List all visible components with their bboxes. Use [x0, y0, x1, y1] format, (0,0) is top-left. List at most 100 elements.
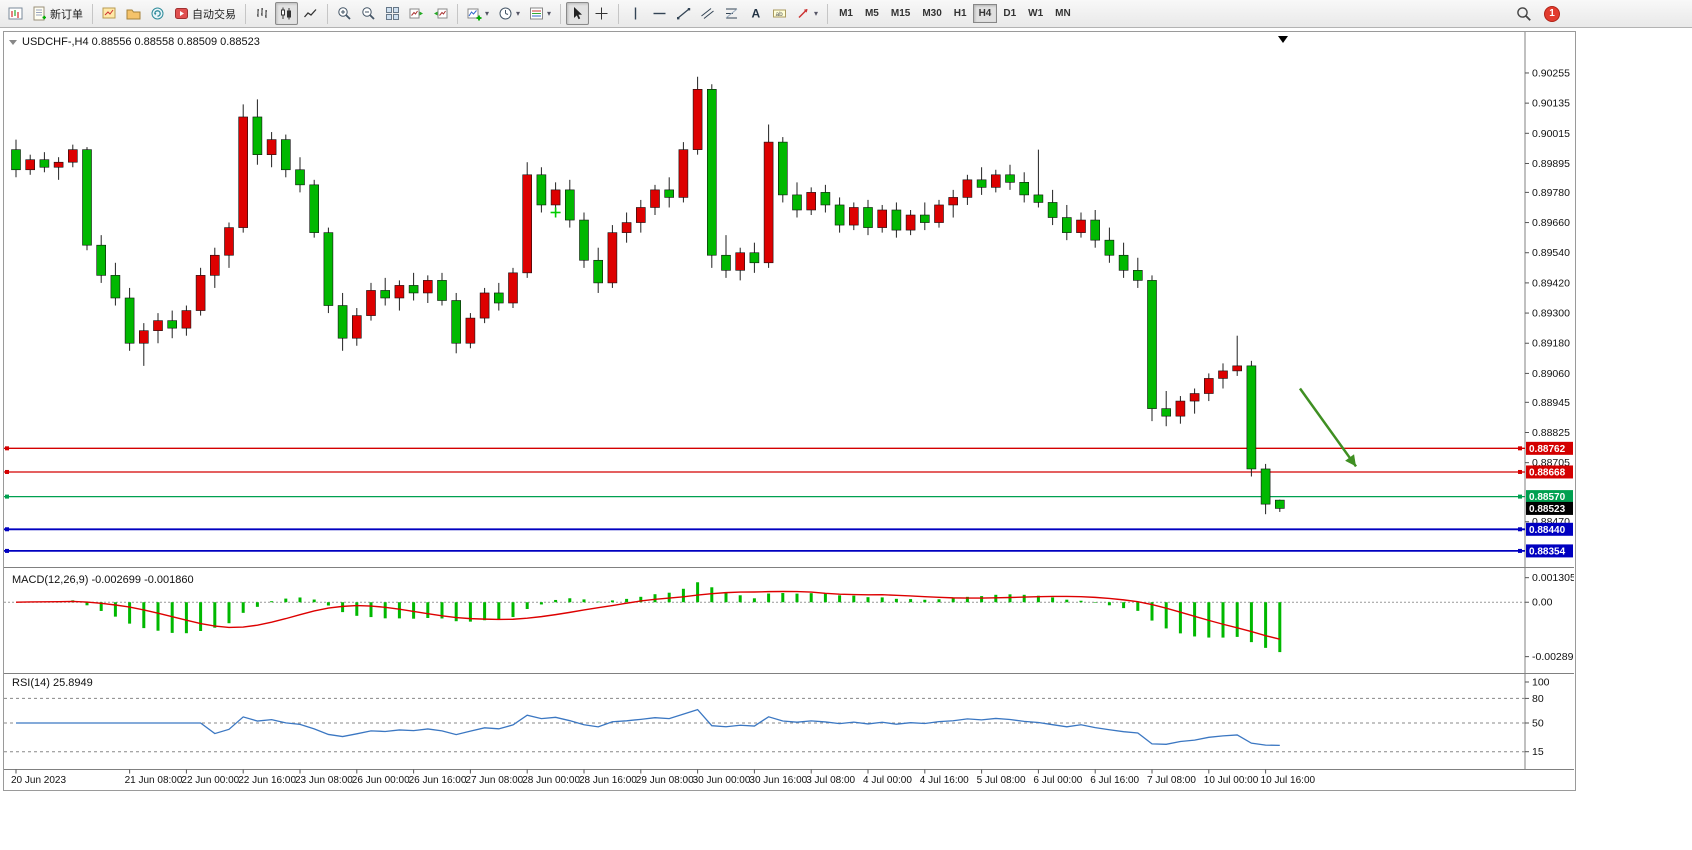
- annotations: [550, 36, 1358, 468]
- chart-title: USDCHF-,H4 0.88556 0.88558 0.88509 0.885…: [9, 36, 260, 48]
- svg-text:0.90255: 0.90255: [1532, 67, 1570, 79]
- channel-button[interactable]: [696, 2, 719, 25]
- svg-text:0.00: 0.00: [1532, 597, 1553, 609]
- indicators-icon: [467, 8, 482, 21]
- new-chart-icon: [102, 7, 116, 19]
- timeframe-mn[interactable]: MN: [1049, 4, 1077, 23]
- svg-text:28 Jun 16:00: 28 Jun 16:00: [579, 775, 637, 786]
- svg-text:3 Jul 08:00: 3 Jul 08:00: [806, 775, 855, 786]
- crosshair-button[interactable]: [590, 2, 613, 25]
- refresh-icon: [151, 7, 164, 20]
- zoom-in-button[interactable]: [333, 2, 356, 25]
- chevron-down-icon: ▾: [547, 8, 552, 18]
- fibonacci-button[interactable]: [720, 2, 743, 25]
- new-chart-button[interactable]: [98, 2, 121, 25]
- text-label-button[interactable]: ab: [768, 2, 791, 25]
- cursor-icon: [574, 7, 583, 20]
- timeframe-h1[interactable]: H1: [948, 4, 973, 23]
- svg-text:0.88523: 0.88523: [1529, 504, 1566, 515]
- svg-text:0.001305: 0.001305: [1532, 572, 1574, 584]
- toolbar-separator: [560, 3, 562, 24]
- horizontal-line-button[interactable]: [648, 2, 671, 25]
- chart-shift-marker: [1278, 36, 1288, 43]
- zoom-out-button[interactable]: [357, 2, 380, 25]
- new-order-icon: [33, 6, 46, 21]
- bar-chart-button[interactable]: [251, 2, 274, 25]
- chart-window: 0.90255 0.90135 0.90015 0.89895 0.89780 0.896…: [3, 31, 1576, 791]
- svg-text:50: 50: [1532, 718, 1544, 730]
- svg-text:30 Jun 00:00: 30 Jun 00:00: [693, 775, 751, 786]
- svg-text:ab: ab: [776, 11, 784, 18]
- timeframe-m5[interactable]: M5: [859, 4, 885, 23]
- data-window-button[interactable]: [146, 2, 169, 25]
- svg-text:6 Jul 16:00: 6 Jul 16:00: [1090, 775, 1139, 786]
- svg-text:0.88825: 0.88825: [1532, 427, 1570, 439]
- svg-text:20 Jun 2023: 20 Jun 2023: [11, 775, 66, 786]
- new-order-button[interactable]: 新订单: [28, 2, 87, 25]
- timeframe-m30[interactable]: M30: [916, 4, 947, 23]
- rsi-label: RSI(14) 25.8949: [12, 677, 93, 689]
- timeframe-d1[interactable]: D1: [997, 4, 1022, 23]
- svg-text:0.89180: 0.89180: [1532, 338, 1570, 350]
- auto-scroll-button[interactable]: [405, 2, 428, 25]
- templates-icon: [530, 7, 544, 20]
- svg-text:0.88762: 0.88762: [1529, 444, 1566, 455]
- periods-button[interactable]: ▾: [494, 2, 524, 25]
- svg-text:80: 80: [1532, 693, 1544, 705]
- collapse-icon: [9, 40, 17, 45]
- candlesticks-icon: [281, 7, 291, 20]
- svg-text:0.89540: 0.89540: [1532, 247, 1570, 259]
- timeframe-h4[interactable]: H4: [972, 4, 998, 23]
- vertical-line-icon: [634, 7, 637, 20]
- notifications-badge[interactable]: 1: [1544, 5, 1560, 22]
- svg-text:A: A: [752, 7, 761, 21]
- macd-label: MACD(12,26,9) -0.002699 -0.001860: [12, 574, 194, 586]
- zoom-out-icon: [362, 7, 375, 20]
- vertical-line-button[interactable]: [624, 2, 647, 25]
- svg-text:0.88440: 0.88440: [1529, 525, 1566, 536]
- profiles-button[interactable]: [122, 2, 145, 25]
- candles-layer: [11, 76, 1285, 515]
- svg-text:29 Jun 08:00: 29 Jun 08:00: [636, 775, 694, 786]
- svg-text:0.89780: 0.89780: [1532, 187, 1570, 199]
- templates-button[interactable]: ▾: [525, 2, 555, 25]
- svg-text:21 Jun 08:00: 21 Jun 08:00: [125, 775, 183, 786]
- app-button[interactable]: [4, 2, 27, 25]
- macd-panel: 0.001305 0.00 -0.00289 MACD(12,26,9) -0.002…: [4, 572, 1576, 663]
- panel-separators: [4, 32, 1574, 770]
- timeframe-m15[interactable]: M15: [885, 4, 916, 23]
- svg-text:-0.00289: -0.00289: [1532, 651, 1574, 663]
- text-label-icon: ab: [773, 9, 787, 18]
- search-button[interactable]: [1512, 2, 1536, 25]
- toolbar-separator: [327, 3, 328, 24]
- svg-text:0.90135: 0.90135: [1532, 98, 1570, 110]
- arrows-button[interactable]: ▾: [792, 2, 822, 25]
- autotrading-button[interactable]: 自动交易: [170, 2, 240, 25]
- profiles-folder-icon: [126, 9, 141, 20]
- cursor-button[interactable]: [566, 2, 590, 25]
- line-chart-icon: [304, 9, 317, 18]
- timeframe-group: M1 M5 M15 M30 H1 H4 D1 W1 MN: [833, 4, 1077, 23]
- search-icon: [1517, 6, 1531, 21]
- text-icon: A: [752, 7, 761, 21]
- chart-canvas[interactable]: 0.90255 0.90135 0.90015 0.89895 0.89780 0.896…: [4, 32, 1576, 789]
- trendline-icon: [677, 8, 691, 20]
- svg-text:0.88354: 0.88354: [1529, 546, 1566, 557]
- timeframe-w1[interactable]: W1: [1022, 4, 1049, 23]
- zoom-in-icon: [338, 7, 351, 20]
- trendline-button[interactable]: [672, 2, 695, 25]
- line-chart-button[interactable]: [299, 2, 322, 25]
- text-button[interactable]: A: [744, 2, 767, 25]
- svg-text:10 Jul 16:00: 10 Jul 16:00: [1261, 775, 1316, 786]
- tile-windows-button[interactable]: [381, 2, 404, 25]
- svg-text:22 Jun 16:00: 22 Jun 16:00: [238, 775, 296, 786]
- indicators-button[interactable]: ▾: [463, 2, 493, 25]
- timeframe-m1[interactable]: M1: [833, 4, 859, 23]
- svg-text:26 Jun 00:00: 26 Jun 00:00: [352, 775, 410, 786]
- toolbar-separator: [245, 3, 246, 24]
- main-toolbar: 新订单 自动交易: [0, 0, 1692, 28]
- chart-shift-button[interactable]: [429, 2, 452, 25]
- svg-text:0.89060: 0.89060: [1532, 368, 1570, 380]
- price-axis: 0.90255 0.90135 0.90015 0.89895 0.89780 0.896…: [1525, 67, 1570, 528]
- candlestick-chart-button[interactable]: [275, 2, 298, 25]
